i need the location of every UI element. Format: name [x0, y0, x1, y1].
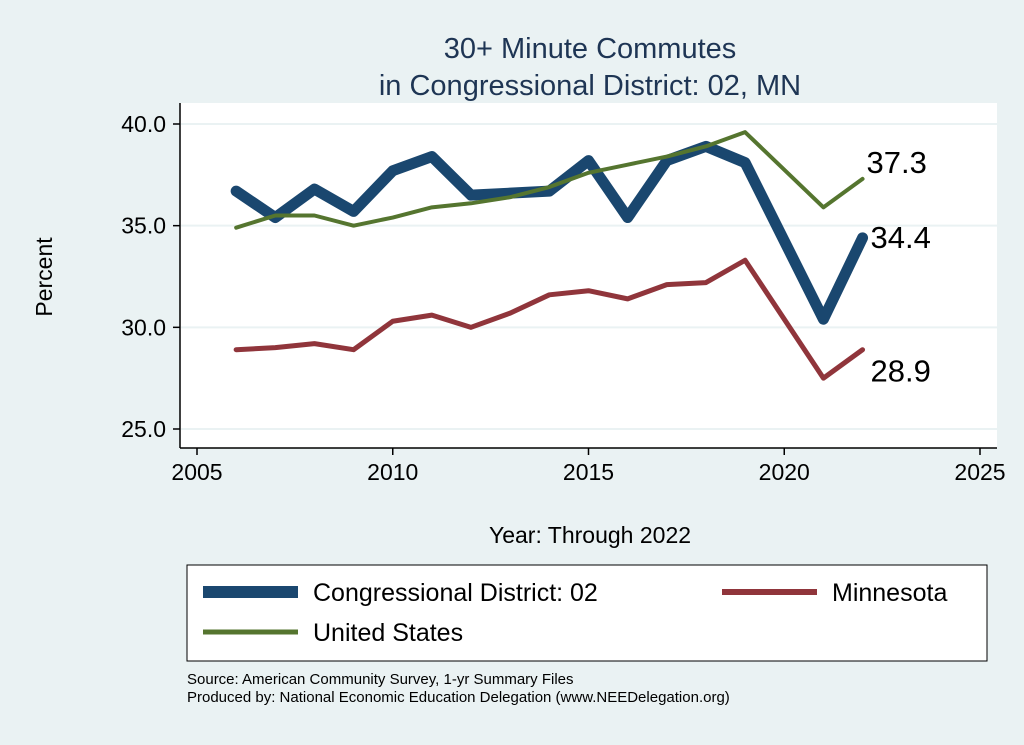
y-tick-label: 35.0 [121, 213, 166, 239]
y-axis-label: Percent [31, 237, 57, 317]
legend-label: Congressional District: 02 [313, 579, 598, 607]
y-tick-label: 40.0 [121, 111, 166, 137]
x-tick-label: 2020 [759, 459, 810, 485]
x-tick-label: 2025 [954, 459, 1005, 485]
legend-label: United States [313, 619, 463, 647]
chart-title-line2: in Congressional District: 02, MN [379, 70, 801, 102]
y-tick-label: 30.0 [121, 314, 166, 340]
x-tick-label: 2005 [171, 459, 222, 485]
chart-title-line1: 30+ Minute Commutes [444, 33, 737, 65]
end-label: 34.4 [871, 220, 931, 255]
produced-note: Produced by: National Economic Education… [187, 689, 730, 706]
series-line-1 [233, 257, 866, 381]
legend-label: Minnesota [832, 579, 947, 607]
x-tick-label: 2010 [367, 459, 418, 485]
series-line-2 [234, 130, 865, 230]
end-label: 28.9 [871, 354, 931, 389]
end-label: 37.3 [867, 145, 927, 180]
legend [186, 564, 988, 662]
x-axis-label: Year: Through 2022 [489, 522, 691, 548]
y-tick-label: 25.0 [121, 416, 166, 442]
source-note: Source: American Community Survey, 1-yr … [187, 671, 574, 688]
x-tick-label: 2015 [563, 459, 614, 485]
